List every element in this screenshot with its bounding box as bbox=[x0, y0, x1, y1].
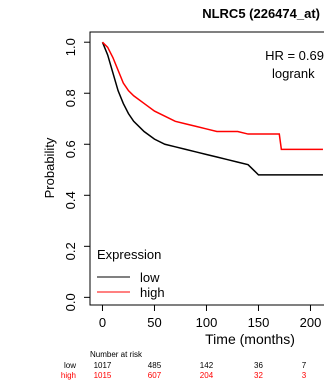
x-tick-label: 50 bbox=[147, 315, 161, 330]
y-tick-label: 1.0 bbox=[63, 38, 78, 56]
legend-title: Expression bbox=[97, 247, 161, 262]
risk-value: 32 bbox=[254, 371, 263, 380]
risk-value: 7 bbox=[302, 361, 307, 370]
risk-value: 485 bbox=[148, 361, 162, 370]
risk-row-label: low bbox=[64, 361, 76, 370]
survival-curve bbox=[101, 41, 323, 151]
y-axis-label: Probability bbox=[42, 137, 57, 198]
x-tick-label: 0 bbox=[99, 315, 106, 330]
risk-value: 607 bbox=[148, 371, 162, 380]
legend-label: high bbox=[140, 285, 165, 300]
y-tick-label: 0.0 bbox=[63, 293, 78, 311]
legend-label: low bbox=[140, 270, 160, 285]
x-tick-label: 100 bbox=[196, 315, 218, 330]
x-tick-label: 200 bbox=[300, 315, 322, 330]
annotation: logrank bbox=[272, 66, 315, 81]
y-tick-label: 0.6 bbox=[63, 140, 78, 158]
risk-title: Number at risk bbox=[90, 350, 143, 359]
risk-value: 204 bbox=[200, 371, 214, 380]
x-axis-label: Time (months) bbox=[205, 331, 295, 347]
risk-row-label: high bbox=[61, 371, 76, 380]
risk-value: 1015 bbox=[94, 371, 112, 380]
chart-title: NLRC5 (226474_at) bbox=[202, 6, 320, 21]
risk-value: 3 bbox=[302, 371, 307, 380]
risk-value: 142 bbox=[200, 361, 214, 370]
plot-frame bbox=[89, 31, 324, 306]
survival-curve bbox=[101, 41, 323, 176]
risk-value: 36 bbox=[254, 361, 263, 370]
risk-value: 1017 bbox=[94, 361, 112, 370]
y-tick-label: 0.2 bbox=[63, 242, 78, 260]
x-tick-label: 150 bbox=[248, 315, 270, 330]
annotation: HR = 0.69 bbox=[265, 48, 324, 63]
y-tick-label: 0.4 bbox=[63, 191, 78, 209]
y-tick-label: 0.8 bbox=[63, 89, 78, 107]
